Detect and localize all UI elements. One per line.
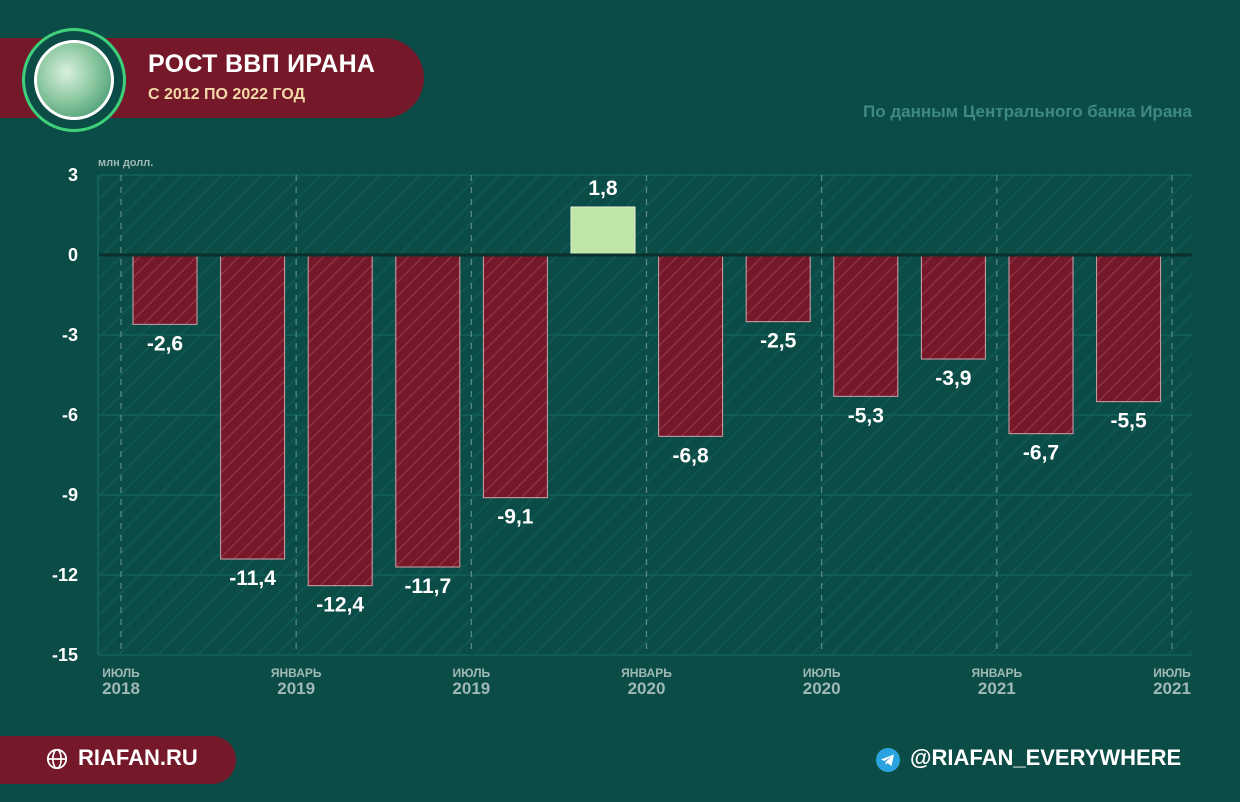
data-label: -6,7 [1023,442,1059,465]
x-tick-year: 2019 [452,679,490,698]
x-tick-month: ИЮЛЬ [803,666,841,680]
site-link[interactable]: RIAFAN.RU [78,745,198,770]
bar [658,254,724,437]
data-label: -11,4 [229,567,276,590]
globe-logo-icon [34,40,114,120]
y-tick-label: 0 [68,245,78,265]
y-tick-label: -9 [62,485,78,505]
x-tick-month: ИЮЛЬ [1153,666,1191,680]
data-label: 1,8 [588,177,618,200]
bar [570,206,636,256]
data-label: -5,3 [848,404,884,427]
bar [132,254,198,325]
data-label: -5,5 [1111,410,1148,433]
bars [132,206,1162,587]
globe-icon [46,748,68,770]
data-label: -2,5 [760,330,797,353]
x-tick-year: 2021 [978,679,1016,698]
telegram-icon [876,748,900,772]
data-label: -2,6 [147,332,183,355]
data-label: -11,7 [404,575,451,598]
x-tick-year: 2020 [803,679,841,698]
bar [482,254,548,499]
x-tick-month: ИЮЛЬ [453,666,491,680]
y-tick-label: 3 [68,165,78,185]
time-gridlines [120,175,1173,655]
source-note: По данным Центрального банка Ирана [863,102,1192,121]
bar [833,254,899,397]
bar [1008,254,1074,435]
unit-label: млн долл. [98,157,153,169]
x-axis: ИЮЛЬ2018ЯНВАРЬ2019ИЮЛЬ2019ЯНВАРЬ2020ИЮЛЬ… [102,666,1191,698]
data-label: -6,8 [673,444,710,467]
bar [220,254,286,560]
bar [307,254,373,587]
x-tick-month: ЯНВАРЬ [972,666,1023,680]
telegram-handle[interactable]: @RIAFAN_EVERYWHERE [910,745,1182,770]
x-tick-month: ЯНВАРЬ [621,666,672,680]
chart-subtitle: С 2012 ПО 2022 ГОД [148,86,305,103]
y-tick-label: -6 [62,405,78,425]
footer-ribbon [0,736,236,784]
data-label: -3,9 [935,367,971,390]
y-tick-label: -12 [52,565,78,585]
bar [1096,254,1162,403]
x-tick-year: 2019 [277,679,315,698]
y-tick-label: -15 [52,645,78,665]
bar [395,254,461,568]
logo [22,28,126,132]
y-tick-label: -3 [62,325,78,345]
x-tick-month: ИЮЛЬ [102,666,140,680]
x-tick-month: ЯНВАРЬ [271,666,322,680]
data-label: -12,4 [316,594,364,617]
x-tick-year: 2018 [102,679,140,698]
bar [920,254,986,360]
y-axis: 3 0 -3 -6 -9 -12 -15 [52,165,99,665]
chart-title: РОСТ ВВП ИРАНА [148,50,376,78]
data-label: -9,1 [497,506,534,529]
x-tick-year: 2020 [628,679,666,698]
x-tick-year: 2021 [1153,679,1191,698]
bar [745,254,811,323]
value-labels: -2,6 -11,4 -12,4 -11,7 -9,1 1,8 -6,8 -2,5 -5,3 -3… [147,177,1147,617]
